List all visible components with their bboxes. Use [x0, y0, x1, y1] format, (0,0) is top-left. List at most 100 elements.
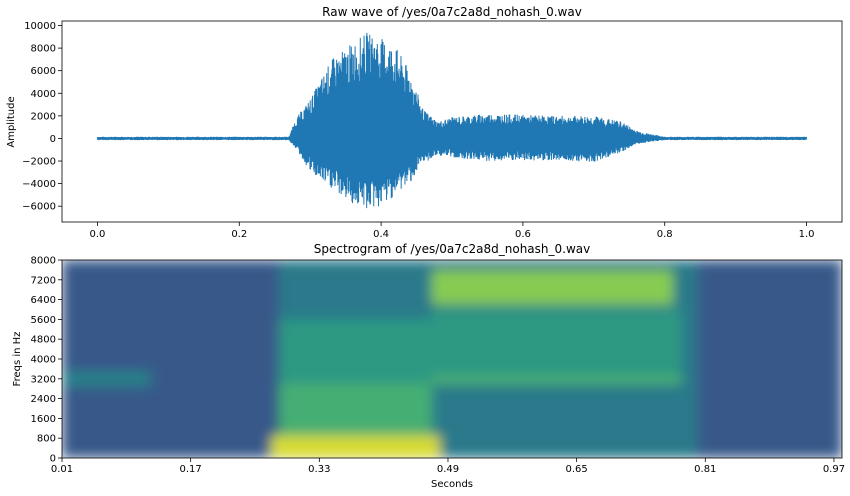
spectrogram-striation	[62, 330, 842, 332]
spectrogram-y-tick-label: 3200	[31, 374, 56, 385]
spectrogram-striation	[62, 306, 842, 309]
spectrogram-striation	[62, 405, 842, 408]
spectrogram-striation	[62, 283, 842, 285]
spectrogram-y-tick-label: 6400	[31, 295, 56, 306]
spectrogram-striation	[62, 295, 842, 297]
spectrogram-x-tick-label: 0.97	[823, 464, 845, 475]
waveform-x-tick-label: 0.6	[515, 229, 531, 240]
spectrogram-striation	[62, 417, 842, 419]
waveform-y-tick-label: 6000	[31, 66, 56, 77]
spectrogram-striation	[62, 413, 842, 416]
spectrogram-striation	[62, 354, 842, 356]
spectrogram-x-ticks: 0.01 0.17 0.33 0.49 0.65 0.81 0.97	[51, 458, 845, 475]
spectrogram-striation	[62, 370, 842, 372]
spectrogram-striation	[62, 279, 842, 281]
spectrogram-y-tick-label: 1600	[31, 414, 56, 425]
spectrogram-striation	[62, 441, 842, 443]
spectrogram-region	[431, 376, 682, 384]
waveform-y-tick-label: 0	[50, 134, 56, 145]
spectrogram-x-tick-label: 0.65	[566, 464, 588, 475]
spectrogram-striation	[62, 382, 842, 384]
waveform-line	[96, 32, 808, 209]
waveform-y-tick-label: −2000	[22, 157, 56, 168]
spectrogram-striation	[62, 425, 842, 427]
spectrogram-striation	[62, 334, 842, 336]
waveform-x-ticks: 0.0 0.2 0.4 0.6 0.8 1.0	[90, 222, 815, 240]
waveform-title: Raw wave of /yes/0a7c2a8d_nohash_0.wav	[322, 5, 582, 19]
waveform-y-ticks: −6000 −4000 −2000 0 2000 4000 6000 8000 10000	[22, 21, 62, 213]
spectrogram-striation	[62, 449, 842, 451]
waveform-y-tick-label: 8000	[31, 44, 56, 55]
spectrogram-x-tick-label: 0.49	[437, 464, 459, 475]
spectrogram-striation	[62, 421, 842, 423]
spectrogram-region	[271, 435, 440, 458]
spectrogram-striation	[62, 398, 842, 400]
spectrogram-y-tick-label: 2400	[31, 394, 56, 405]
spectrogram-striation	[62, 310, 842, 313]
spectrogram-title: Spectrogram of /yes/0a7c2a8d_nohash_0.wa…	[314, 242, 591, 256]
spectrogram-striation	[62, 263, 842, 265]
waveform-y-tick-label: 2000	[31, 111, 56, 122]
spectrogram-ylabel: Freqs in Hz	[12, 332, 23, 387]
waveform-y-tick-label: 4000	[31, 89, 56, 100]
spectrogram-striation	[62, 437, 842, 439]
waveform-y-tick-label: −6000	[22, 202, 56, 213]
waveform-ylabel: Amplitude	[6, 96, 17, 147]
waveform-x-tick-label: 0.8	[657, 229, 673, 240]
spectrogram-striation	[62, 445, 842, 447]
spectrogram-x-tick-label: 0.81	[694, 464, 716, 475]
spectrogram-y-tick-label: 7200	[31, 275, 56, 286]
spectrogram-striation	[62, 338, 842, 340]
spectrogram-striation	[62, 390, 842, 392]
spectrogram-y-tick-label: 800	[37, 434, 56, 445]
spectrogram-striation	[62, 374, 842, 376]
spectrogram-x-tick-label: 0.01	[51, 464, 73, 475]
spectrogram-striation	[62, 291, 842, 293]
spectrogram-striation	[62, 429, 842, 431]
spectrogram-striation	[62, 386, 842, 388]
spectrogram-striation	[62, 453, 842, 455]
spectrogram-striation	[62, 299, 842, 301]
spectrogram-striation	[62, 326, 842, 328]
waveform-frame	[61, 20, 843, 223]
spectrogram-striation	[62, 366, 842, 368]
spectrogram-striation	[62, 342, 842, 344]
spectrogram-chart: Spectrogram of /yes/0a7c2a8d_nohash_0.wa…	[12, 242, 845, 490]
waveform-x-tick-label: 1.0	[799, 229, 815, 240]
waveform-y-tick-label: −4000	[22, 179, 56, 190]
spectrogram-striation	[62, 275, 842, 277]
spectrogram-y-tick-label: 4000	[31, 355, 56, 366]
spectrogram-x-tick-label: 0.17	[180, 464, 202, 475]
waveform-chart: Raw wave of /yes/0a7c2a8d_nohash_0.wav −…	[6, 5, 843, 240]
spectrogram-y-tick-label: 0	[50, 454, 56, 465]
spectrogram-striation	[62, 287, 842, 289]
spectrogram-striation	[62, 267, 842, 269]
spectrogram-striation	[62, 322, 842, 324]
spectrogram-striation	[62, 394, 842, 396]
waveform-x-tick-label: 0.4	[373, 229, 389, 240]
spectrogram-striation	[62, 401, 842, 404]
spectrogram-y-ticks: 0 800 1600 2400 3200 4000 4800 5600 6400 7200 8000	[31, 256, 62, 465]
spectrogram-striation	[62, 350, 842, 352]
spectrogram-striation	[62, 314, 842, 317]
spectrogram-x-tick-label: 0.33	[308, 464, 330, 475]
spectrogram-striation	[62, 358, 842, 360]
spectrogram-striation	[62, 271, 842, 273]
spectrogram-y-tick-label: 5600	[31, 315, 56, 326]
spectrogram-heatmap	[62, 260, 842, 458]
spectrogram-y-tick-label: 8000	[31, 256, 56, 267]
spectrogram-striation	[62, 409, 842, 412]
waveform-x-tick-label: 0.0	[90, 229, 106, 240]
spectrogram-xlabel: Seconds	[431, 479, 473, 490]
spectrogram-striation	[62, 318, 842, 320]
spectrogram-striation	[62, 346, 842, 348]
waveform-y-tick-label: 10000	[24, 21, 56, 32]
waveform-series	[96, 32, 808, 209]
spectrogram-striation	[62, 433, 842, 435]
waveform-x-tick-label: 0.2	[231, 229, 247, 240]
spectrogram-y-tick-label: 4800	[31, 335, 56, 346]
spectrogram-striation	[62, 378, 842, 380]
spectrogram-striation	[62, 302, 842, 305]
spectrogram-striation	[62, 362, 842, 364]
